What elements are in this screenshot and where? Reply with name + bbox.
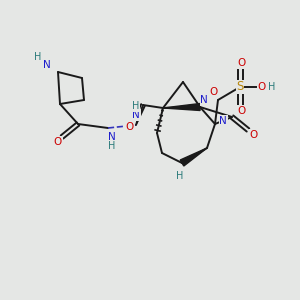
Polygon shape [163,103,200,110]
Text: O: O [238,106,246,116]
Text: H: H [268,82,276,92]
Text: O: O [126,122,134,132]
Text: O: O [238,58,246,68]
Text: N: N [108,132,116,142]
Text: H: H [108,141,116,151]
Text: H: H [176,171,184,181]
Polygon shape [180,148,207,166]
Text: H: H [132,101,140,111]
Text: N: N [219,116,227,126]
Text: N: N [43,60,51,70]
Text: O: O [250,130,258,140]
Text: S: S [236,80,244,94]
Text: N: N [132,110,140,120]
Text: O: O [209,87,217,97]
Text: O: O [54,137,62,147]
Text: N: N [200,95,208,105]
Text: H: H [34,52,42,62]
Text: O: O [258,82,266,92]
